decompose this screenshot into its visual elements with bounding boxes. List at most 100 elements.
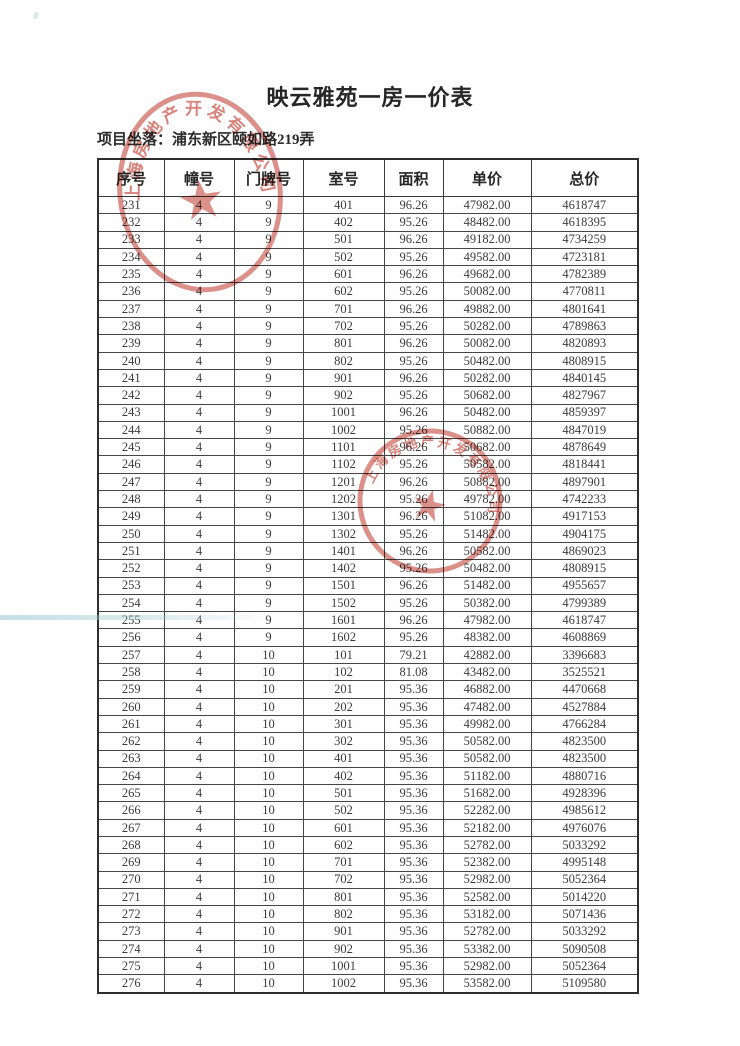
cell-unit-price: 49982.00 — [442, 714, 532, 734]
cell-total-price: 5071436 — [530, 905, 639, 924]
price-table-body: 231 4 9 401 96.26 47982.00 4618747 232 4 9 402 95.2… — [97, 195, 639, 994]
cell-building-no: 4 — [163, 939, 235, 959]
cell-index: 251 — [97, 541, 165, 561]
cell-total-price: 4904175 — [530, 524, 639, 543]
cell-building-no: 4 — [163, 714, 235, 734]
cell-building-no: 4 — [163, 403, 235, 422]
cell-room-no: 602 — [302, 282, 385, 301]
cell-area: 96.26 — [383, 507, 444, 526]
cell-total-price: 4618747 — [530, 611, 639, 630]
table-row: 263 4 10 401 95.36 50582.00 4823500 — [97, 749, 639, 768]
cell-doorplate-no: 9 — [233, 559, 304, 578]
cell-room-no: 1101 — [302, 438, 385, 457]
cell-unit-price: 50882.00 — [442, 420, 532, 440]
cell-total-price: 4766284 — [530, 714, 639, 734]
cell-index: 242 — [97, 386, 165, 405]
cell-index: 247 — [97, 472, 165, 492]
cell-building-no: 4 — [163, 265, 235, 284]
table-row: 253 4 9 1501 96.26 51482.00 4955657 — [97, 576, 639, 595]
cell-area: 95.26 — [383, 317, 444, 336]
cell-room-no: 901 — [302, 368, 385, 388]
cell-room-no: 1001 — [302, 403, 385, 422]
cell-doorplate-no: 10 — [233, 818, 304, 837]
cell-room-no: 1102 — [302, 455, 385, 474]
cell-area: 95.36 — [383, 680, 444, 699]
cell-unit-price: 49782.00 — [442, 490, 532, 509]
cell-doorplate-no: 9 — [233, 386, 304, 405]
cell-room-no: 1501 — [302, 576, 385, 595]
cell-unit-price: 52982.00 — [442, 870, 532, 889]
cell-room-no: 401 — [302, 195, 385, 215]
header-unit-price: 单价 — [442, 158, 532, 197]
cell-room-no: 602 — [302, 835, 385, 855]
cell-total-price: 4808915 — [530, 559, 639, 578]
cell-total-price: 4859397 — [530, 403, 639, 422]
table-row: 237 4 9 701 96.26 49882.00 4801641 — [97, 299, 639, 319]
cell-total-price: 4770811 — [530, 282, 639, 301]
cell-area: 95.26 — [383, 213, 444, 232]
cell-area: 95.26 — [383, 559, 444, 578]
cell-unit-price: 50682.00 — [442, 386, 532, 405]
cell-index: 261 — [97, 714, 165, 734]
cell-index: 249 — [97, 507, 165, 526]
cell-building-no: 4 — [163, 386, 235, 405]
cell-building-no: 4 — [163, 645, 235, 665]
cell-index: 257 — [97, 645, 165, 665]
cell-total-price: 4808915 — [530, 351, 639, 370]
cell-room-no: 902 — [302, 939, 385, 959]
cell-total-price: 4840145 — [530, 368, 639, 388]
cell-unit-price: 47482.00 — [442, 697, 532, 716]
cell-total-price: 4955657 — [530, 576, 639, 595]
cell-unit-price: 53582.00 — [442, 974, 532, 994]
table-row: 231 4 9 401 96.26 47982.00 4618747 — [97, 195, 639, 215]
cell-room-no: 1001 — [302, 957, 385, 976]
cell-doorplate-no: 10 — [233, 714, 304, 734]
table-row: 257 4 10 101 79.21 42882.00 3396683 — [97, 645, 639, 665]
cell-doorplate-no: 9 — [233, 403, 304, 422]
cell-area: 96.26 — [383, 438, 444, 457]
cell-area: 95.36 — [383, 853, 444, 872]
cell-building-no: 4 — [163, 680, 235, 699]
cell-total-price: 4734259 — [530, 230, 639, 249]
cell-doorplate-no: 9 — [233, 472, 304, 492]
table-row: 250 4 9 1302 95.26 51482.00 4904175 — [97, 524, 639, 543]
cell-index: 260 — [97, 697, 165, 716]
cell-index: 275 — [97, 957, 165, 976]
cell-unit-price: 49882.00 — [442, 299, 532, 319]
table-row: 269 4 10 701 95.36 52382.00 4995148 — [97, 853, 639, 872]
cell-area: 95.26 — [383, 282, 444, 301]
cell-total-price: 4976076 — [530, 818, 639, 837]
cell-unit-price: 48382.00 — [442, 628, 532, 647]
scan-artifact-mark — [32, 11, 40, 20]
table-row: 273 4 10 901 95.36 52782.00 5033292 — [97, 922, 639, 941]
cell-index: 235 — [97, 265, 165, 284]
cell-total-price: 5052364 — [530, 957, 639, 976]
header-building-no: 幢号 — [163, 158, 235, 197]
cell-index: 250 — [97, 524, 165, 543]
cell-doorplate-no: 10 — [233, 922, 304, 941]
cell-total-price: 4789863 — [530, 317, 639, 336]
cell-doorplate-no: 9 — [233, 317, 304, 336]
cell-area: 96.26 — [383, 230, 444, 249]
cell-area: 95.36 — [383, 732, 444, 751]
cell-area: 96.26 — [383, 299, 444, 319]
cell-building-no: 4 — [163, 593, 235, 613]
cell-index: 271 — [97, 887, 165, 907]
table-row: 244 4 9 1002 95.26 50882.00 4847019 — [97, 420, 639, 440]
table-row: 248 4 9 1202 95.26 49782.00 4742233 — [97, 490, 639, 509]
cell-total-price: 4470668 — [530, 680, 639, 699]
table-row: 270 4 10 702 95.36 52982.00 5052364 — [97, 870, 639, 889]
table-row: 247 4 9 1201 96.26 50882.00 4897901 — [97, 472, 639, 492]
cell-unit-price: 52782.00 — [442, 922, 532, 941]
cell-total-price: 4742233 — [530, 490, 639, 509]
table-row: 266 4 10 502 95.36 52282.00 4985612 — [97, 801, 639, 820]
cell-area: 95.36 — [383, 697, 444, 716]
cell-unit-price: 50582.00 — [442, 455, 532, 474]
cell-building-no: 4 — [163, 282, 235, 301]
cell-area: 95.26 — [383, 351, 444, 370]
cell-index: 259 — [97, 680, 165, 699]
cell-unit-price: 50082.00 — [442, 334, 532, 353]
cell-unit-price: 51182.00 — [442, 766, 532, 786]
cell-doorplate-no: 9 — [233, 230, 304, 249]
cell-index: 265 — [97, 784, 165, 803]
